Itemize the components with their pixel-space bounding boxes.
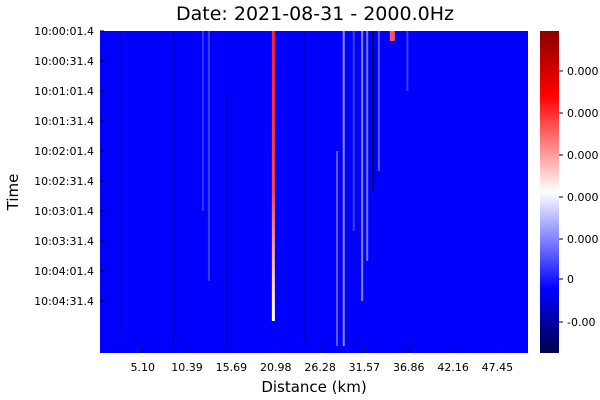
y-tick-label: 10:04:31.4 bbox=[34, 295, 94, 308]
y-tick-label: 10:00:01.4 bbox=[34, 25, 94, 38]
x-tick-label: 36.86 bbox=[393, 361, 425, 374]
streak-0 bbox=[271, 31, 275, 321]
y-tick-label: 10:01:31.4 bbox=[34, 115, 94, 128]
x-tick-label: 26.28 bbox=[304, 361, 336, 374]
colorbar-tick-label: 0.000 bbox=[567, 191, 599, 204]
streak-10 bbox=[202, 31, 205, 211]
streak-8 bbox=[352, 31, 355, 231]
streak-3 bbox=[336, 151, 339, 346]
y-tick-label: 10:04:01.4 bbox=[34, 265, 94, 278]
streak-14 bbox=[406, 31, 409, 91]
heatmap-streaks bbox=[119, 31, 409, 346]
heatmap-area bbox=[100, 31, 528, 353]
colorbar-tick-label: 0 bbox=[567, 273, 574, 286]
chart-title: Date: 2021-08-31 - 2000.0Hz bbox=[176, 3, 454, 25]
y-tick-label: 10:01:01.4 bbox=[34, 85, 94, 98]
x-tick-label: 47.45 bbox=[482, 361, 514, 374]
x-tick-label: 31.57 bbox=[349, 361, 381, 374]
y-axis: 10:00:01.4 10:00:31.4 10:01:01.4 10:01:31.4… bbox=[34, 25, 104, 308]
x-tick-label: 42.16 bbox=[437, 361, 469, 374]
x-tick-label: 10.39 bbox=[171, 361, 203, 374]
colorbar-tick-label: 0.000 bbox=[567, 149, 599, 162]
colorbar bbox=[540, 31, 559, 353]
colorbar-axis: -0.00 0 0.000 0.000 0.000 0.000 0.000 bbox=[559, 65, 599, 329]
streak-13 bbox=[303, 31, 306, 346]
streak-4 bbox=[361, 31, 364, 301]
streak-15 bbox=[119, 31, 122, 346]
streak-12 bbox=[225, 91, 228, 346]
colorbar-tick-label: 0.000 bbox=[567, 107, 599, 120]
streak-11 bbox=[172, 31, 175, 346]
x-axis: 5.10 10.39 15.69 20.98 26.28 31.57 36.86 42.16 4… bbox=[130, 349, 513, 374]
colorbar-tick-label: 0.000 bbox=[567, 65, 599, 78]
streak-9 bbox=[207, 31, 210, 281]
x-axis-label: Distance (km) bbox=[261, 378, 366, 396]
y-tick-label: 10:03:01.4 bbox=[34, 205, 94, 218]
y-tick-label: 10:02:31.4 bbox=[34, 175, 94, 188]
x-tick-label: 15.69 bbox=[216, 361, 248, 374]
streak-5 bbox=[366, 31, 369, 261]
x-tick-label: 5.10 bbox=[130, 361, 155, 374]
streak-7 bbox=[377, 31, 380, 171]
streak-6 bbox=[372, 31, 375, 191]
streak-1 bbox=[389, 31, 395, 41]
y-tick-label: 10:03:31.4 bbox=[34, 235, 94, 248]
streak-2 bbox=[342, 31, 345, 346]
y-axis-label: Time bbox=[4, 174, 22, 212]
colorbar-tick-label: 0.000 bbox=[567, 233, 599, 246]
y-tick-label: 10:02:01.4 bbox=[34, 145, 94, 158]
colorbar-tick-label: -0.00 bbox=[567, 316, 595, 329]
y-tick-label: 10:00:31.4 bbox=[34, 55, 94, 68]
x-tick-label: 20.98 bbox=[260, 361, 292, 374]
